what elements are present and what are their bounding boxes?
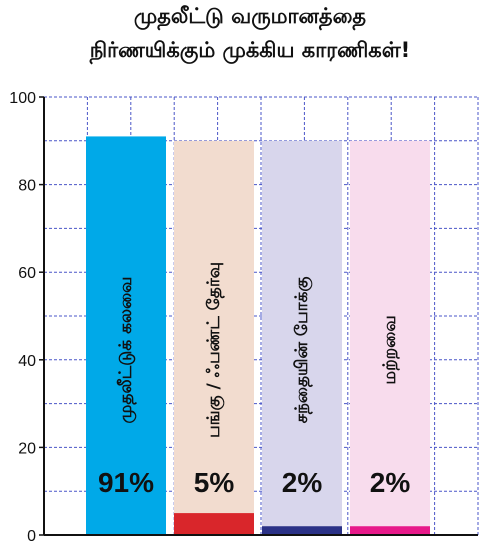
data-label: 2% (282, 467, 323, 498)
y-tick-label: 80 (18, 178, 36, 195)
chart-title-line-1: முதலீட்டு வருமானத்தை (133, 4, 367, 28)
bar (350, 526, 430, 535)
bar (86, 136, 166, 536)
data-label: 5% (194, 467, 235, 498)
bar-background-column (262, 140, 342, 536)
bar-background-column (350, 140, 430, 536)
data-label: 91% (98, 467, 154, 498)
y-tick-label: 60 (18, 265, 36, 282)
bar (174, 513, 254, 535)
category-label: மற்றவை (380, 315, 400, 384)
y-tick-label: 40 (18, 353, 36, 370)
category-label: பங்கு / ஃபண்ட் தேர்வு (204, 262, 224, 438)
y-tick-label: 100 (9, 90, 36, 107)
category-label: சந்தையின் போக்கு (292, 277, 312, 424)
bar-background-column (174, 140, 254, 536)
y-tick-label: 0 (27, 528, 36, 544)
bar (262, 526, 342, 535)
y-tick-label: 20 (18, 440, 36, 457)
category-label: முதலீட்டுக் கலவை (116, 277, 136, 424)
chart-title-line-2: நிர்ணயிக்கும் முக்கிய காரணிகள்! (89, 38, 411, 62)
data-label: 2% (370, 467, 411, 498)
